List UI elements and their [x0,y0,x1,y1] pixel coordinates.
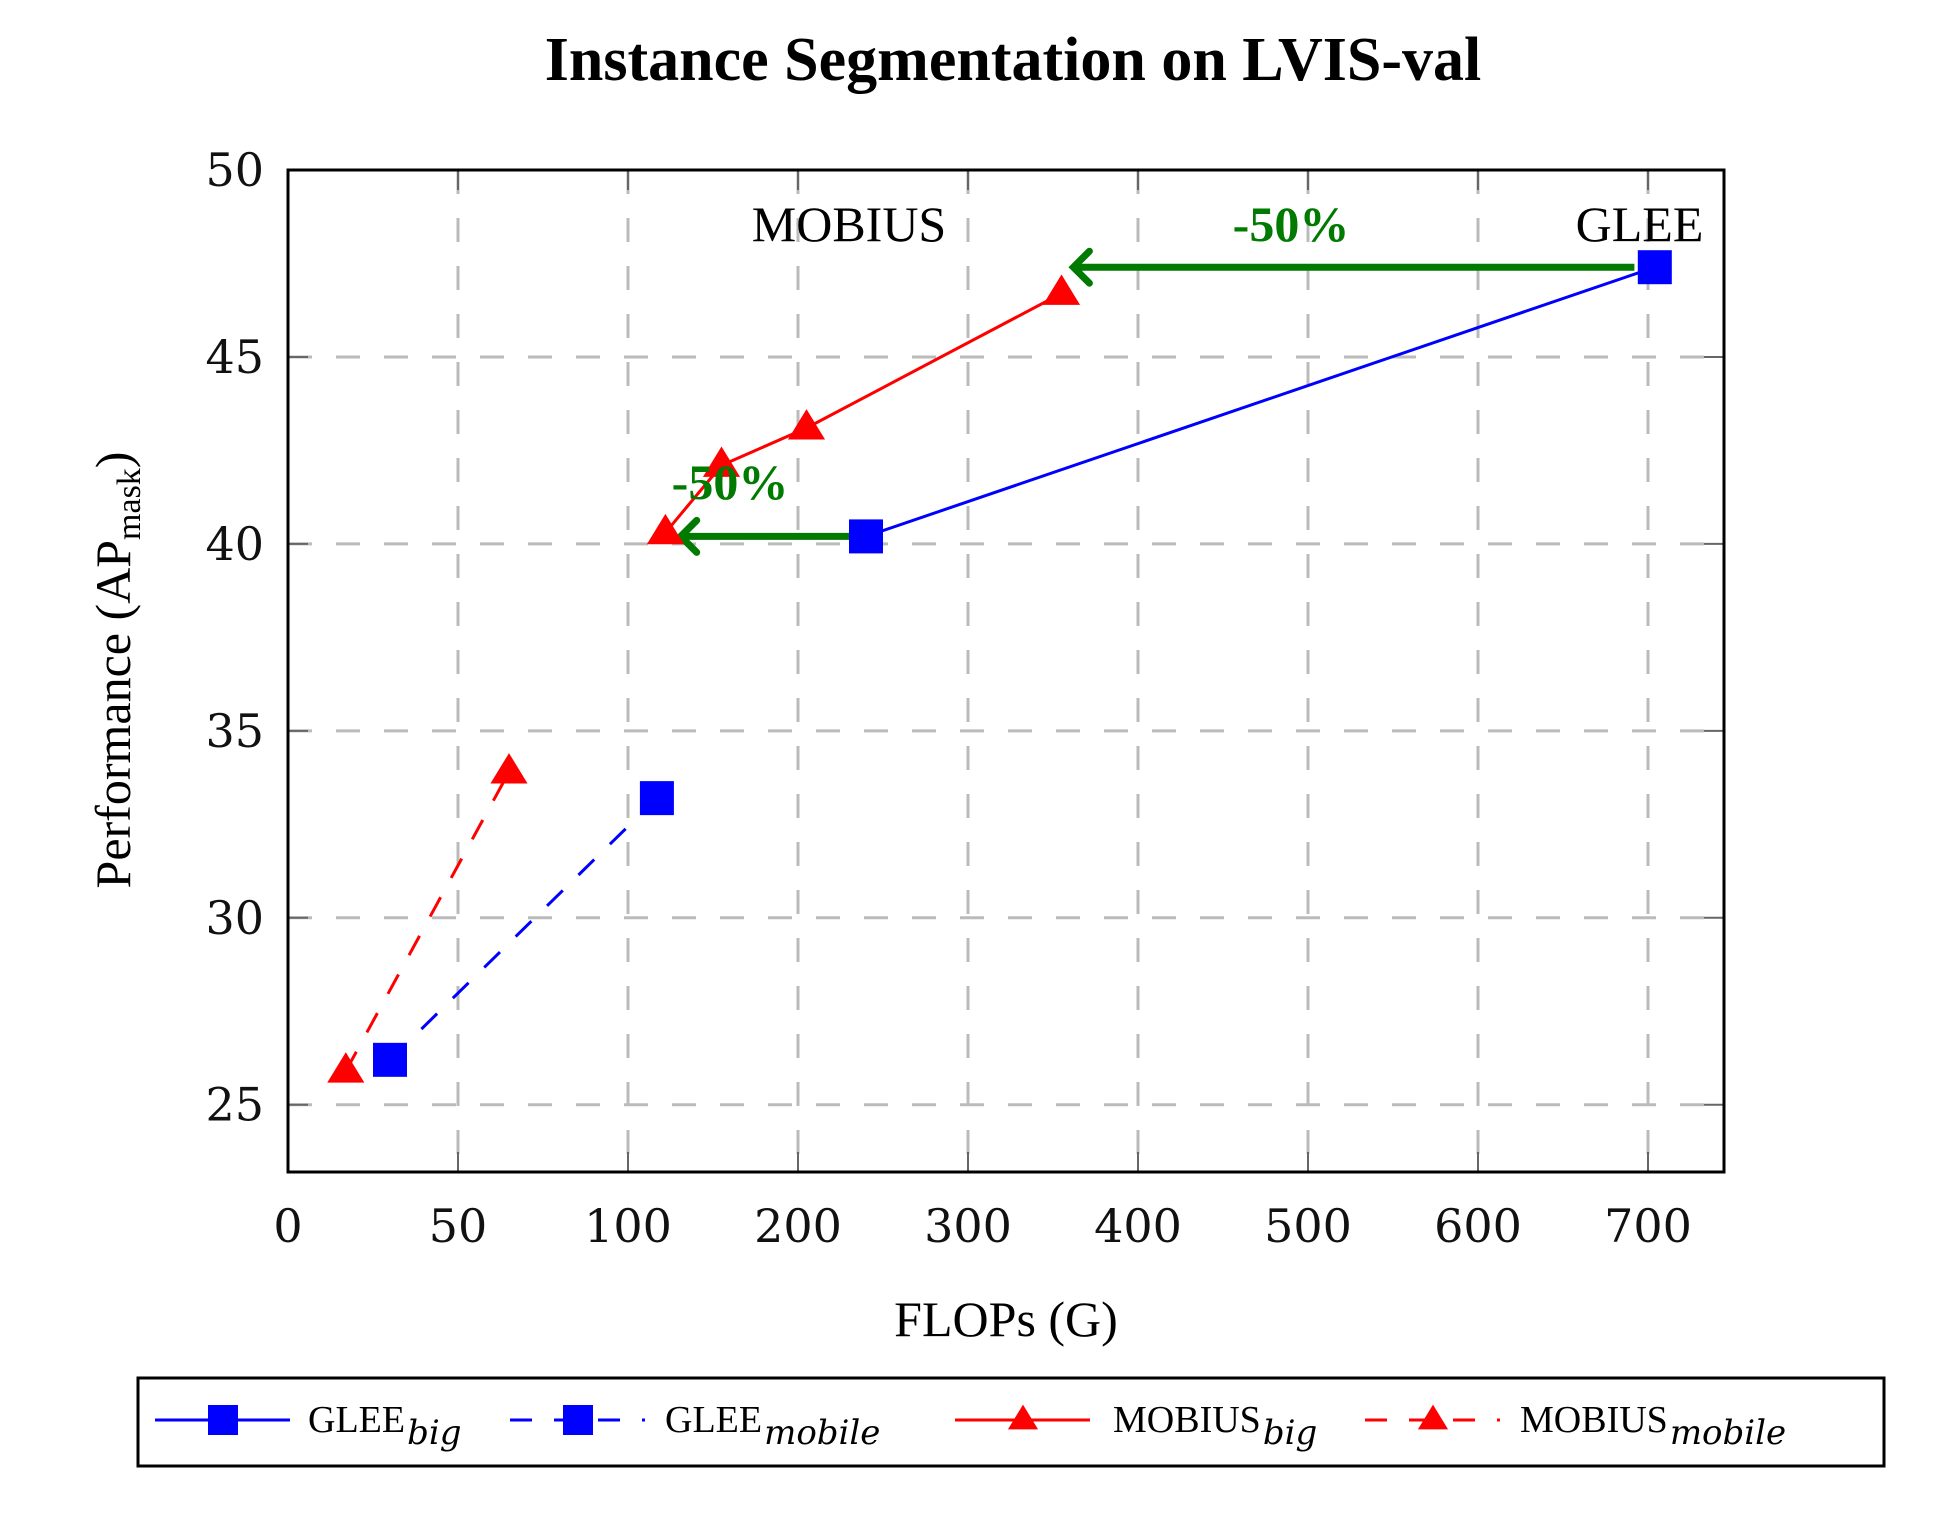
series-mobius-mobile [327,753,528,1083]
reduction-arrow [1068,247,1635,287]
triangle-marker [327,1052,365,1083]
legend-entry-glee-big: GLEEbig [155,1399,461,1453]
arrow-head [675,516,701,556]
triangle-marker [646,513,684,545]
legend-label-subscript: big [407,1413,461,1453]
legend-label-subscript: mobile [764,1413,880,1453]
series-layer [327,250,1672,1083]
chart-title: Instance Segmentation on LVIS-val [545,26,1481,94]
legend-label: GLEEbig [308,1399,461,1453]
square-marker [639,781,674,816]
legend-entry-glee-mobile: GLEEmobile [510,1399,880,1453]
series-line [344,771,511,1072]
square-marker [1637,250,1672,285]
grid [288,170,1724,1172]
legend-label-main: MOBIUS [1113,1399,1261,1441]
annotations: MOBIUS GLEE -50% -50% [672,196,1704,510]
legend-entry-mobius-mobile: MOBIUSmobile [1365,1399,1786,1453]
x-tick-label: 400 [1094,1199,1182,1253]
model-label: MOBIUS [752,196,946,252]
legend-label: GLEEmobile [665,1399,880,1453]
reduction-arrow [675,516,856,556]
legend-label-subscript: big [1263,1413,1317,1453]
y-tick-label: 50 [205,143,264,197]
x-tick-label: 600 [1434,1199,1522,1253]
square-marker [563,1405,593,1435]
square-marker [849,519,883,554]
x-tick-label: 100 [584,1199,672,1253]
y-tick-label: 30 [205,891,264,945]
triangle-marker [1007,1404,1039,1430]
model-label: GLEE [1576,196,1704,252]
series-line [388,797,658,1061]
plot-frame [286,168,1726,1174]
triangle-marker [490,753,528,784]
x-tick-label: 700 [1604,1199,1692,1253]
series-mobius-big [646,274,1081,545]
series-line [664,292,1063,534]
x-tick-label: 0 [273,1199,302,1253]
y-tick-label: 40 [205,517,264,571]
axis-ticks: 0 50 100 200 300 400 500 600 700 25 30 35 40 45 50 [205,143,1724,1253]
triangle-marker [1417,1404,1449,1430]
triangle-marker [1042,274,1081,305]
triangle-marker [787,409,826,440]
y-axis-label-subscript: mask [111,468,148,540]
x-tick-label: 500 [1264,1199,1352,1253]
arrows [675,247,1635,556]
series-line [865,265,1656,538]
y-tick-label: 35 [205,704,264,758]
legend-label-main: MOBIUS [1520,1399,1668,1441]
y-axis-label: Performance (APmask) [85,452,148,889]
x-tick-label: 300 [924,1199,1012,1253]
square-marker [208,1405,238,1435]
legend-label-main: GLEE [665,1399,762,1441]
series-glee-mobile [373,781,674,1077]
reduction-label: -50% [672,454,789,510]
reduction-label: -50% [1233,196,1350,252]
x-tick-label: 200 [754,1199,842,1253]
arrow-head [1068,247,1093,287]
y-axis-label-main: Performance (AP [85,540,141,889]
y-tick-label: 25 [205,1078,264,1132]
legend-entry-mobius-big: MOBIUSbig [955,1399,1317,1453]
legend-label-subscript: mobile [1670,1413,1786,1453]
legend-label: MOBIUSbig [1113,1399,1317,1453]
y-tick-label: 45 [205,330,264,384]
legend: GLEEbig GLEEmobile MOBIUSbig MOBIUSmobile [136,1376,1886,1468]
series-glee-big [849,250,1672,554]
square-marker [373,1042,407,1077]
x-tick-label: 50 [429,1199,488,1253]
triangle-marker [702,446,741,477]
legend-frame [136,1376,1886,1468]
x-axis-label: FLOPs (G) [894,1291,1118,1347]
y-axis-label-close: ) [85,452,141,469]
y-axis-label-text: Performance (APmask) [85,452,148,889]
legend-label: MOBIUSmobile [1520,1399,1786,1453]
legend-label-main: GLEE [308,1399,405,1441]
